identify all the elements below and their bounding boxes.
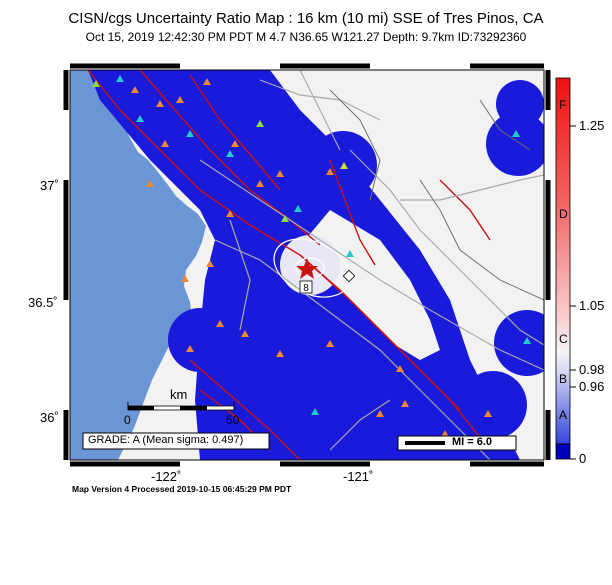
cb-value-0: 0 <box>579 451 587 466</box>
map-frame: 8 <box>70 70 544 460</box>
ocean <box>70 70 206 460</box>
county-borders <box>329 89 544 301</box>
grade-text: GRADE: A (Mean sigma: 0.497) <box>88 434 244 446</box>
lat-label-36-5: 36.5˚ <box>28 295 58 310</box>
grade-letter-b: B <box>559 372 568 386</box>
mi-legend-box <box>397 435 517 451</box>
lon-label-122: -122˚ <box>151 469 182 484</box>
scale-start: 0 <box>124 413 131 427</box>
faults <box>87 70 491 460</box>
cb-value-1-05: 1.05 <box>579 298 605 313</box>
lat-label-36: 36˚ <box>40 410 59 425</box>
lat-label-37: 37˚ <box>40 178 59 193</box>
cb-value-0-96: 0.96 <box>579 379 605 394</box>
epicenter-label-box <box>299 280 313 294</box>
roads <box>199 70 544 460</box>
lon-label-121: -121˚ <box>343 469 374 484</box>
map-border <box>69 69 545 461</box>
scale-bar <box>127 402 235 411</box>
low-uncertainty-zone <box>305 210 440 360</box>
grade-letter-f: F <box>559 98 567 112</box>
grade-letter-d: D <box>559 207 568 221</box>
map-title: CISN/cgs Uncertainty Ratio Map : 16 km (… <box>68 10 544 27</box>
cb-value-0-98: 0.98 <box>579 362 605 377</box>
epicenter-label: 8 <box>303 283 309 294</box>
frame-ticks <box>63 63 551 467</box>
seismic-stations <box>92 75 531 437</box>
grade-letter-c: C <box>559 332 568 346</box>
color-bar <box>555 77 571 445</box>
grade-box <box>82 432 270 450</box>
epicenter-star <box>296 258 318 279</box>
grade-letter-a: A <box>559 408 568 422</box>
station-marker <box>342 269 356 283</box>
mi-legend-text: MI = 6.0 <box>452 436 493 448</box>
cb-value-1-25: 1.25 <box>579 118 605 133</box>
event-info: Oct 15, 2019 12:42:30 PM PDT M 4.7 N36.6… <box>85 30 527 44</box>
scale-end: 50 <box>226 413 240 427</box>
footer: Map Version 4 Processed 2019-10-15 06:45… <box>72 484 292 494</box>
color-bar-bottom <box>555 443 571 460</box>
color-bar-ticks <box>570 125 576 460</box>
epicenter-zone <box>280 235 340 295</box>
scale-unit: km <box>170 387 188 402</box>
